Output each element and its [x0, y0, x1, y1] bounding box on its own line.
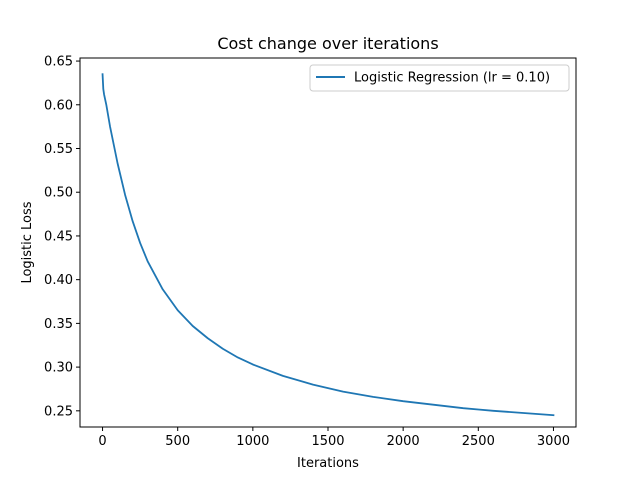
y-tick-label: 0.65: [44, 55, 73, 70]
y-tick-label: 0.30: [44, 361, 73, 376]
x-tick-label: 3000: [537, 434, 570, 449]
y-tick-label: 0.55: [44, 142, 73, 157]
plot-content: [101, 73, 555, 417]
legend: Logistic Regression (lr = 0.10): [309, 64, 570, 92]
x-axis-label: Iterations: [297, 456, 359, 471]
x-tick-label: 1000: [236, 434, 269, 449]
x-tick-label: 1500: [311, 434, 344, 449]
series-line: [101, 73, 555, 417]
y-tick-label: 0.60: [44, 98, 73, 113]
x-tick-label: 0: [98, 434, 106, 449]
y-tick-label: 0.40: [44, 273, 73, 288]
legend-box: [309, 64, 570, 92]
x-tick-label: 2500: [462, 434, 495, 449]
chart-title: Cost change over iterations: [217, 34, 438, 53]
y-tick-label: 0.25: [44, 404, 73, 419]
y-tick-label: 0.50: [44, 186, 73, 201]
legend-label: Logistic Regression (lr = 0.10): [354, 71, 550, 86]
y-tick-label: 0.45: [44, 229, 73, 244]
x-tick-label: 2000: [387, 434, 420, 449]
plot-frame: [79, 57, 577, 428]
y-axis: 0.25 0.30 0.35 0.40 0.45 0.50 0.55 0.60 0.65: [44, 55, 80, 419]
y-tick-label: 0.35: [44, 317, 73, 332]
x-tick-label: 500: [165, 434, 190, 449]
y-axis-label: Logistic Loss: [20, 201, 35, 283]
x-axis: 0 500 1000 1500 2000 2500 3000: [98, 427, 570, 449]
